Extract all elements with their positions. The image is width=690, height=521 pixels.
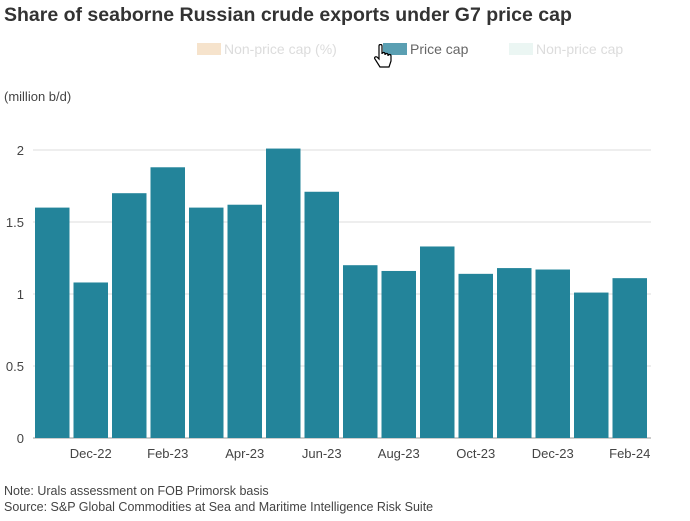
bar <box>535 269 570 438</box>
source-text: Source: S&P Global Commodities at Sea an… <box>4 500 434 514</box>
legend-item-non-price-cap[interactable]: Non-price cap <box>509 41 623 57</box>
x-tick-label: Oct-23 <box>456 446 495 461</box>
x-tick-label: Apr-23 <box>225 446 264 461</box>
bar <box>420 246 455 438</box>
legend-swatch <box>383 43 407 55</box>
bar <box>458 273 493 438</box>
legend-label: Non-price cap (%) <box>224 41 337 57</box>
legend: Non-price cap (%) Price cap Non-price ca… <box>0 41 690 61</box>
bar <box>266 148 301 438</box>
bar <box>343 265 378 438</box>
x-tick-label: Aug-23 <box>378 446 420 461</box>
y-tick-label: 1.5 <box>6 215 24 230</box>
note-text: Note: Urals assessment on FOB Primorsk b… <box>4 484 269 498</box>
legend-swatch <box>509 43 533 55</box>
bar <box>381 270 416 438</box>
y-tick-label: 1 <box>17 287 24 302</box>
bar <box>227 204 262 438</box>
x-tick-label: Dec-23 <box>532 446 574 461</box>
bar <box>497 268 532 438</box>
x-tick-label: Feb-24 <box>609 446 650 461</box>
y-tick-label: 0.5 <box>6 359 24 374</box>
x-tick-label: Feb-23 <box>147 446 188 461</box>
legend-item-non-price-cap-pct[interactable]: Non-price cap (%) <box>197 41 337 57</box>
y-tick-label: 0 <box>17 431 24 446</box>
bar <box>574 292 609 438</box>
x-tick-label: Dec-22 <box>70 446 112 461</box>
bar <box>35 207 70 438</box>
bar <box>304 191 339 438</box>
legend-label: Price cap <box>410 41 469 57</box>
bar <box>112 193 147 438</box>
legend-label: Non-price cap <box>536 41 624 57</box>
legend-item-price-cap[interactable]: Price cap <box>383 41 468 57</box>
bar <box>612 278 647 438</box>
unit-label: (million b/d) <box>4 89 72 104</box>
legend-swatch <box>197 43 221 55</box>
bar <box>150 167 185 438</box>
bar <box>189 207 224 438</box>
y-tick-label: 2 <box>17 143 24 158</box>
chart-title: Share of seaborne Russian crude exports … <box>4 4 572 26</box>
x-tick-label: Jun-23 <box>302 446 342 461</box>
bar <box>73 282 108 438</box>
